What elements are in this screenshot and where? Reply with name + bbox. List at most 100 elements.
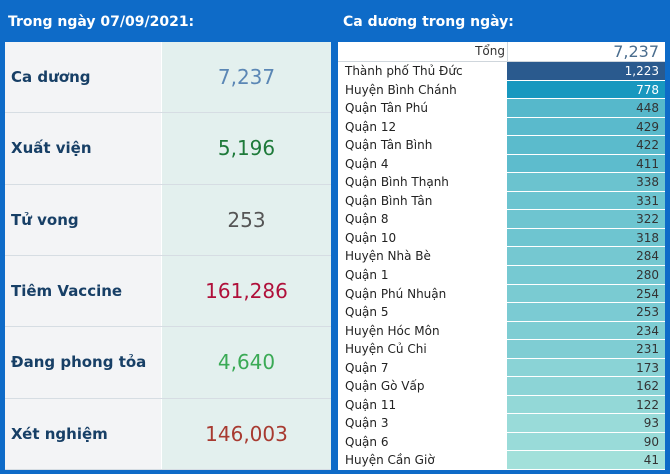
district-name: Quận Tân Phú	[345, 101, 428, 116]
stat-row: Xét nghiệm 146,003	[5, 398, 331, 470]
district-heat-cell	[507, 266, 665, 285]
district-name: Quận Phú Nhuận	[345, 286, 447, 301]
stat-row: Xuất viện 5,196	[5, 113, 331, 185]
district-heat-cell	[507, 340, 665, 359]
stat-value: 146,003	[162, 398, 331, 469]
district-name: Quận 1	[345, 268, 389, 282]
district-value: 429	[636, 119, 659, 134]
district-heat-cell	[507, 284, 665, 304]
district-value: 778	[636, 82, 659, 97]
district-heat-cell	[507, 395, 665, 415]
district-value: 231	[636, 342, 659, 357]
district-heat-cell	[507, 117, 665, 137]
district-row: Quận 3 93	[338, 414, 665, 433]
district-value: 173	[636, 360, 659, 375]
stat-value: 4,640	[162, 327, 331, 398]
district-row: Quận 8 322	[338, 210, 665, 229]
district-row: Quận 1 280	[338, 266, 665, 285]
district-heat-cell	[507, 451, 665, 470]
total-divider	[507, 42, 508, 62]
district-row: Quận Bình Thạnh 338	[338, 173, 665, 192]
stat-label: Ca dương	[5, 42, 161, 113]
stat-row: Đang phong tỏa 4,640	[5, 327, 331, 399]
stat-row: Ca dương 7,237	[5, 42, 331, 114]
district-row: Quận Tân Phú 448	[338, 99, 665, 118]
district-heat-cell	[507, 377, 665, 396]
stat-value: 161,286	[162, 256, 331, 327]
district-heat-cell	[507, 432, 665, 452]
district-name: Quận 5	[345, 305, 389, 320]
district-value: 318	[636, 230, 659, 245]
stat-value: 5,196	[162, 113, 331, 184]
district-value: 1,223	[624, 64, 659, 78]
district-heat-cell	[507, 358, 665, 378]
district-row: Thành phố Thủ Đức 1,223	[338, 62, 665, 81]
district-heat-cell	[507, 210, 665, 229]
district-row: Quận Tân Bình 422	[338, 136, 665, 155]
district-heat-cell	[507, 136, 665, 155]
district-value: 411	[636, 156, 659, 171]
district-value: 280	[636, 268, 659, 282]
district-name: Huyện Bình Chánh	[345, 82, 457, 97]
district-name: Quận 7	[345, 360, 389, 375]
district-row: Huyện Hóc Môn 234	[338, 321, 665, 341]
district-row: Quận 6 90	[338, 432, 665, 452]
district-name: Huyện Hóc Môn	[345, 323, 440, 338]
district-row: Huyện Nhà Bè 284	[338, 247, 665, 266]
district-name: Huyện Củ Chi	[345, 342, 427, 357]
district-value: 90	[643, 434, 659, 449]
district-value: 284	[636, 249, 659, 264]
stat-label: Tử vong	[5, 184, 161, 255]
stat-label: Xuất viện	[5, 113, 161, 184]
district-row: Quận Bình Tân 331	[338, 191, 665, 211]
district-heat-cell	[507, 228, 665, 248]
district-row: Huyện Củ Chi 231	[338, 340, 665, 359]
district-row: Quận 11 122	[338, 395, 665, 415]
district-name: Quận 3	[345, 416, 389, 431]
district-name: Quận Tân Bình	[345, 138, 433, 153]
district-name: Quận Bình Thạnh	[345, 175, 449, 190]
district-heat-cell	[507, 247, 665, 266]
stat-value: 7,237	[162, 42, 331, 113]
district-value: 322	[636, 212, 659, 227]
district-value: 253	[636, 305, 659, 320]
district-name: Quận Bình Tân	[345, 193, 433, 208]
districts-panel-title: Ca dương trong ngày:	[343, 14, 514, 30]
district-value: 331	[636, 193, 659, 208]
district-name: Quận 8	[345, 212, 389, 227]
district-name: Quận Gò Vấp	[345, 379, 425, 394]
total-label: Tổng	[475, 44, 505, 58]
district-heat-cell	[507, 321, 665, 341]
district-name: Quận 12	[345, 119, 397, 134]
district-name: Huyện Cần Giờ	[345, 453, 435, 468]
district-value: 162	[636, 379, 659, 394]
district-row: Quận Phú Nhuận 254	[338, 284, 665, 304]
district-row: Quận Gò Vấp 162	[338, 377, 665, 396]
district-value: 422	[636, 138, 659, 153]
district-heat-cell	[507, 99, 665, 118]
stat-value: 253	[162, 184, 331, 255]
district-value: 338	[636, 175, 659, 190]
stat-row: Tử vong 253	[5, 184, 331, 256]
district-row: Huyện Cần Giờ 41	[338, 451, 665, 470]
district-heat-cell	[507, 414, 665, 433]
district-value: 234	[636, 323, 659, 338]
district-name: Quận 10	[345, 230, 397, 245]
district-row: Quận 12 429	[338, 117, 665, 137]
district-value: 41	[643, 453, 659, 468]
stat-label: Tiêm Vaccine	[5, 256, 161, 327]
district-value: 448	[636, 101, 659, 116]
district-heat-cell	[507, 80, 665, 100]
district-name: Quận 4	[345, 156, 389, 171]
stats-panel-title: Trong ngày 07/09/2021:	[8, 14, 195, 30]
district-heat-cell	[507, 62, 665, 81]
stat-row: Tiêm Vaccine 161,286	[5, 256, 331, 328]
stat-label: Đang phong tỏa	[5, 327, 161, 398]
district-heat-cell	[507, 173, 665, 192]
district-name: Quận 6	[345, 434, 389, 449]
district-row: Quận 7 173	[338, 358, 665, 378]
district-row: Quận 5 253	[338, 303, 665, 322]
district-row: Huyện Bình Chánh 778	[338, 80, 665, 100]
district-row: Quận 10 318	[338, 228, 665, 248]
stat-label: Xét nghiệm	[5, 398, 161, 469]
